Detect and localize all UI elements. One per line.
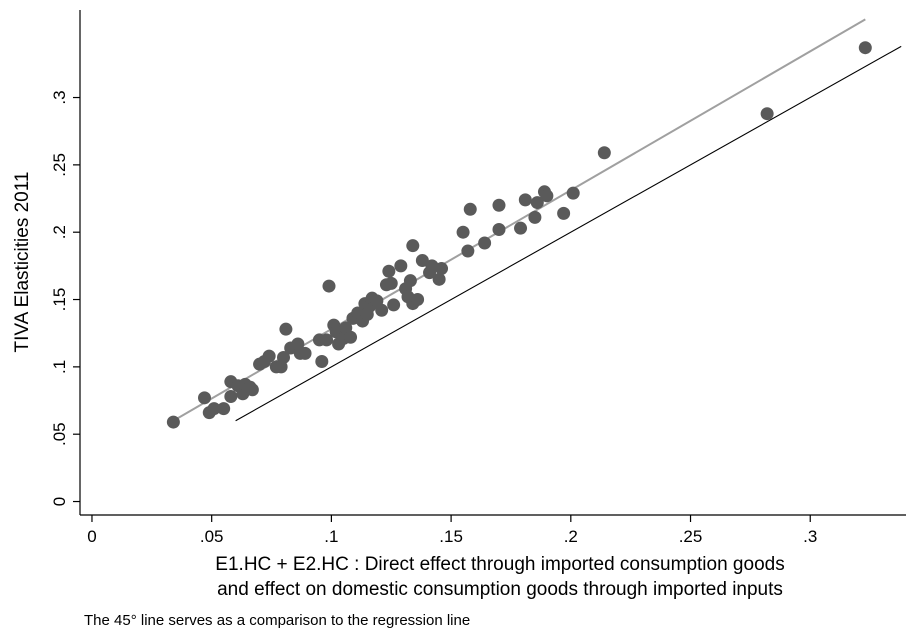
- data-point: [478, 236, 492, 250]
- x-tick-label: .1: [324, 527, 338, 546]
- x-tick-label: 0: [87, 527, 96, 546]
- data-point: [298, 346, 312, 360]
- data-point: [279, 322, 293, 336]
- data-point: [528, 210, 542, 224]
- data-point: [245, 383, 259, 397]
- data-point: [415, 253, 429, 267]
- data-points: [166, 41, 872, 429]
- y-axis-title: TIVA Elasticities 2011: [12, 172, 33, 353]
- data-point: [387, 298, 401, 312]
- data-point: [262, 349, 276, 363]
- x-tick-label: .15: [439, 527, 463, 546]
- y-tick-label: .25: [50, 153, 69, 177]
- y-tick-label: .3: [50, 90, 69, 104]
- x-axis-title-line-1: E1.HC + E2.HC : Direct effect through im…: [215, 554, 784, 575]
- data-point: [518, 193, 532, 207]
- y-tick-label: .15: [50, 288, 69, 312]
- data-point: [557, 206, 571, 220]
- y-tick-label: 0: [50, 497, 69, 506]
- data-point: [463, 202, 477, 216]
- data-point: [492, 198, 506, 212]
- plot-area: 0 .05 .1 .15 .2 .25 .3 0 .05 .1 .15 .2 .25 .3: [50, 10, 906, 546]
- y-axis-ticks: 0 .05 .1 .15 .2 .25 .3: [50, 90, 80, 506]
- data-point: [435, 262, 449, 276]
- data-point: [207, 402, 221, 416]
- data-point: [384, 276, 398, 290]
- data-point: [315, 354, 329, 368]
- x-tick-label: .3: [803, 527, 817, 546]
- x-axis-ticks: 0 .05 .1 .15 .2 .25 .3: [87, 515, 817, 546]
- data-point: [224, 389, 238, 403]
- data-point: [344, 330, 358, 344]
- data-point: [277, 350, 291, 364]
- chart-note: The 45° line serves as a comparison to t…: [84, 612, 470, 629]
- data-point: [540, 189, 554, 203]
- data-point: [456, 225, 470, 239]
- data-point: [406, 239, 420, 253]
- data-point: [514, 221, 528, 235]
- data-point: [375, 303, 389, 317]
- data-point: [320, 333, 334, 347]
- data-point: [411, 293, 425, 307]
- data-point: [394, 259, 408, 273]
- x-tick-label: .2: [564, 527, 578, 546]
- x-axis-title-line-2: and effect on domestic consumption goods…: [217, 579, 783, 600]
- data-point: [403, 274, 417, 288]
- y-tick-label: .1: [50, 360, 69, 374]
- data-point: [566, 186, 580, 200]
- data-point: [217, 402, 231, 416]
- data-point: [760, 107, 774, 121]
- data-point: [382, 264, 396, 278]
- data-point: [858, 41, 872, 55]
- x-tick-label: .05: [200, 527, 224, 546]
- data-point: [597, 146, 611, 160]
- data-point: [322, 279, 336, 293]
- data-point: [492, 223, 506, 237]
- reference-45-degree-line: [235, 45, 902, 422]
- data-point: [166, 415, 180, 429]
- data-point: [197, 391, 211, 405]
- x-tick-label: .25: [679, 527, 703, 546]
- y-tick-label: .05: [50, 422, 69, 446]
- data-point: [432, 272, 446, 286]
- y-tick-label: .2: [50, 225, 69, 239]
- data-point: [461, 244, 475, 258]
- data-point: [530, 196, 544, 210]
